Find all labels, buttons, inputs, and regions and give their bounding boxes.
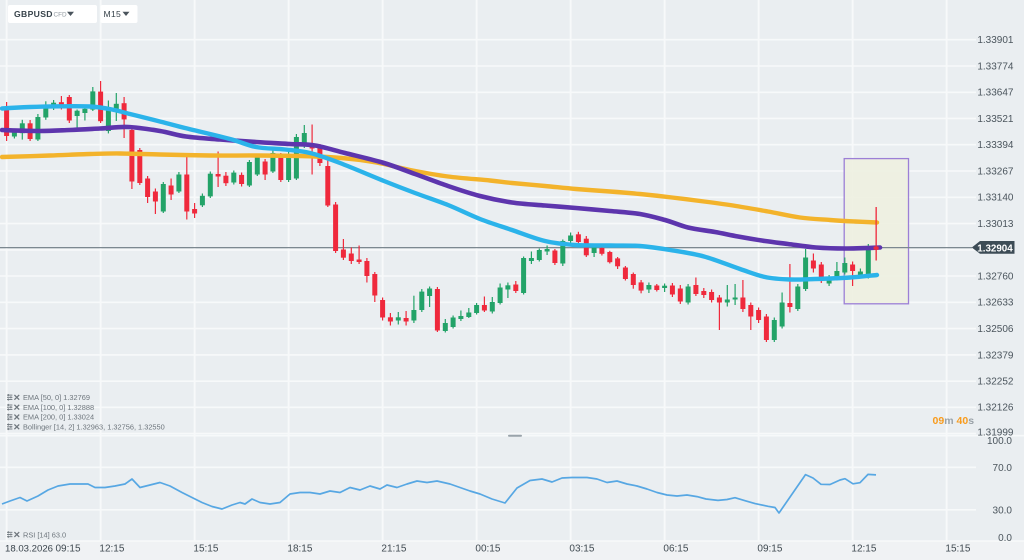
svg-text:1.32252: 1.32252 [977, 377, 1014, 388]
svg-text:RSI [14] 63.0: RSI [14] 63.0 [23, 530, 66, 539]
svg-text:1.33394: 1.33394 [977, 140, 1014, 151]
svg-text:CFD: CFD [54, 11, 68, 18]
svg-text:EMA [50, 0] 1.32769: EMA [50, 0] 1.32769 [23, 393, 90, 402]
svg-text:09:15: 09:15 [56, 544, 81, 555]
svg-text:1.33647: 1.33647 [977, 88, 1014, 99]
svg-text:18:15: 18:15 [287, 544, 312, 555]
svg-text:1.32506: 1.32506 [977, 324, 1014, 335]
svg-text:12:15: 12:15 [851, 544, 876, 555]
svg-text:0.0: 0.0 [998, 533, 1012, 544]
svg-text:Bollinger [14, 2] 1.32963,: Bollinger [14, 2] 1.32963, 1.32756, 1.32… [23, 422, 165, 431]
svg-text:18.03.2026: 18.03.2026 [5, 544, 53, 555]
svg-text:1.33901: 1.33901 [977, 35, 1014, 46]
svg-text:15:15: 15:15 [193, 544, 218, 555]
svg-text:100.0: 100.0 [987, 436, 1012, 447]
svg-text:1.32633: 1.32633 [977, 298, 1014, 309]
svg-text:1.33774: 1.33774 [977, 61, 1014, 72]
svg-text:1.33013: 1.33013 [977, 219, 1014, 230]
svg-text:EMA [200, 0] 1.33024: EMA [200, 0] 1.33024 [23, 413, 94, 422]
svg-text:1.31999: 1.31999 [977, 428, 1014, 439]
svg-text:EMA [100, 0] 1.32888: EMA [100, 0] 1.32888 [23, 403, 94, 412]
svg-text:1.32126: 1.32126 [977, 403, 1014, 414]
svg-text:06:15: 06:15 [663, 544, 688, 555]
svg-text:GBPUSD: GBPUSD [14, 9, 53, 19]
svg-text:1.33521: 1.33521 [977, 114, 1014, 125]
svg-text:1.32904: 1.32904 [977, 243, 1013, 254]
svg-text:21:15: 21:15 [381, 544, 406, 555]
svg-text:30.0: 30.0 [993, 505, 1013, 516]
svg-text:03:15: 03:15 [569, 544, 594, 555]
svg-text:70.0: 70.0 [993, 463, 1013, 474]
svg-text:M15: M15 [104, 9, 122, 19]
svg-text:09:15: 09:15 [757, 544, 782, 555]
svg-text:00:15: 00:15 [475, 544, 500, 555]
svg-text:1.33267: 1.33267 [977, 166, 1014, 177]
svg-text:1.32760: 1.32760 [977, 271, 1014, 282]
svg-text:1.33140: 1.33140 [977, 193, 1014, 204]
svg-text:1.32379: 1.32379 [977, 350, 1014, 361]
svg-text:15:15: 15:15 [945, 544, 970, 555]
svg-text:12:15: 12:15 [99, 544, 124, 555]
